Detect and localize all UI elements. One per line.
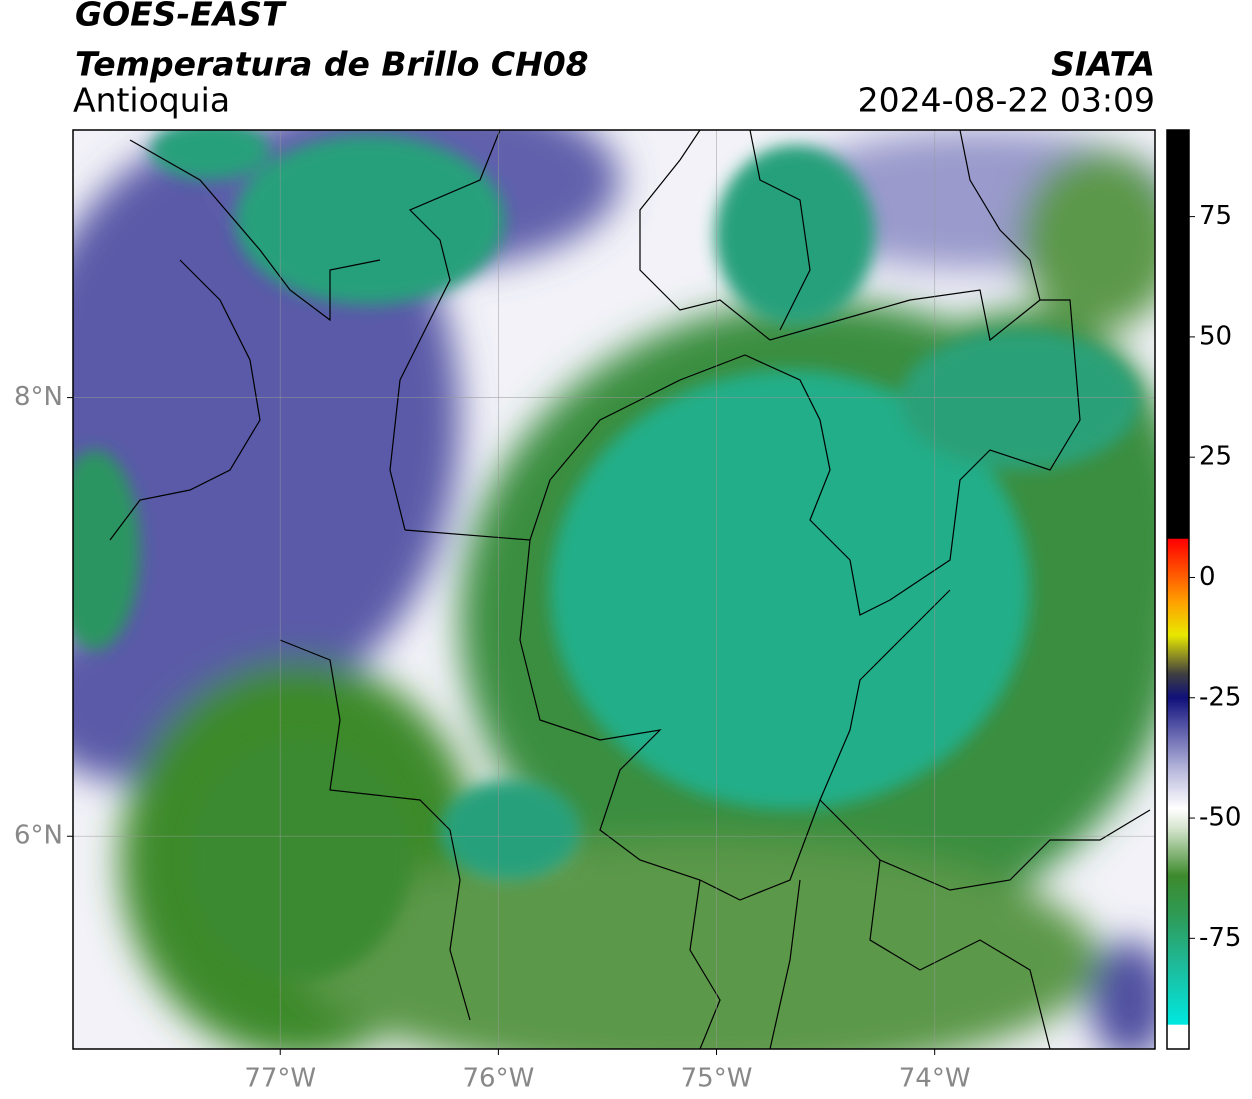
y-tick-label: 6°N	[14, 821, 63, 851]
colorbar	[1166, 129, 1190, 1050]
x-tick-label: 77°W	[244, 1064, 316, 1094]
map-frame	[72, 129, 1156, 1050]
colorbar-tick-label: 50	[1199, 321, 1232, 351]
title: Temperatura de Brillo CH08	[75, 45, 589, 84]
satellite: GOES-EAST	[75, 0, 287, 34]
datetime: 2024-08-22 03:09	[858, 81, 1155, 120]
grid	[73, 130, 1155, 1049]
colorbar-tick-label: 25	[1199, 442, 1232, 472]
source: SIATA	[1051, 45, 1155, 84]
satellite-image	[73, 130, 1155, 1049]
colorbar-tick-label: 0	[1199, 562, 1216, 592]
colorbar-tick-label: -75	[1199, 923, 1241, 953]
x-tick-label: 75°W	[681, 1064, 753, 1094]
x-tick-label: 76°W	[462, 1064, 534, 1094]
colorbar-tick-label: -25	[1199, 682, 1241, 712]
colorbar-tick-label: -50	[1199, 803, 1241, 833]
y-tick-label: 8°N	[14, 382, 63, 412]
region: Antioquia	[73, 81, 230, 120]
x-tick-label: 74°W	[899, 1064, 971, 1094]
colorbar-tick-label: 75	[1199, 201, 1232, 231]
